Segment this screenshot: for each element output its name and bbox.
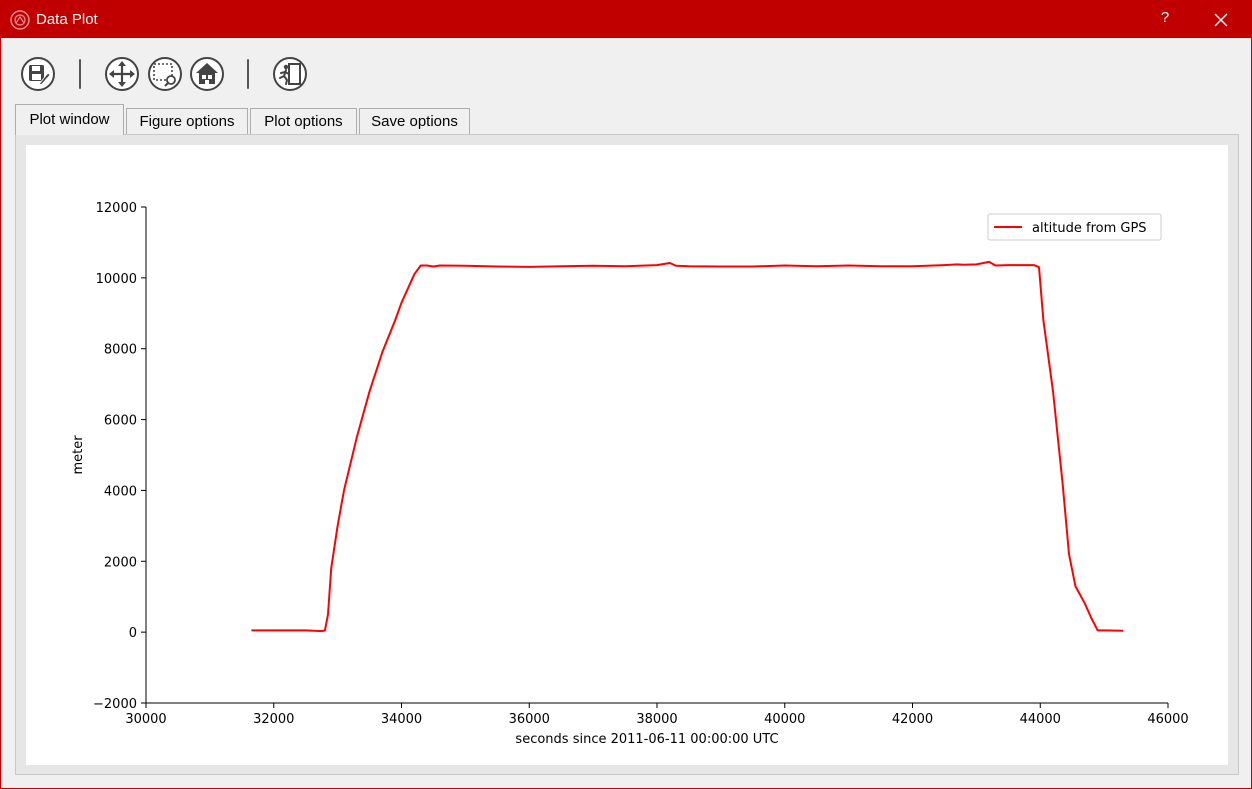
tab-figure-options[interactable]: Figure options [126, 108, 248, 134]
x-tick-label: 38000 [636, 712, 677, 727]
y-axis-label: meter [71, 435, 86, 475]
home-icon [196, 63, 218, 84]
x-tick-label: 46000 [1147, 712, 1188, 727]
tab-plot-options[interactable]: Plot options [250, 108, 357, 134]
move-arrows-icon [109, 61, 135, 87]
y-tick-label: 4000 [104, 484, 137, 499]
floppy-disk-pencil-icon [29, 65, 51, 86]
x-tick-label: 40000 [764, 712, 805, 727]
plot-canvas[interactable]: 30000 32000 34000 36000 38000 40000 42000 44000… [26, 145, 1228, 765]
x-tick-label: 34000 [381, 712, 422, 727]
app-icon [10, 10, 30, 30]
toolbar-separator [79, 59, 81, 89]
help-button[interactable]: ? [1160, 9, 1170, 26]
x-tick-label: 32000 [253, 712, 294, 727]
exit-door-icon [279, 63, 301, 85]
tab-save-options[interactable]: Save options [359, 108, 470, 134]
y-tick-label: 10000 [96, 272, 137, 287]
x-tick-label: 30000 [125, 712, 166, 727]
x-tick-label: 36000 [509, 712, 550, 727]
series-line-altitude [251, 260, 1124, 633]
altitude-chart: 30000 32000 34000 36000 38000 40000 42000 44000… [71, 201, 1189, 747]
x-tick-label: 42000 [892, 712, 933, 727]
y-tick-label: 2000 [104, 555, 137, 570]
y-tick-label: −2000 [93, 697, 137, 712]
x-tick-label: 44000 [1020, 712, 1061, 727]
title-bar[interactable]: Data Plot ? [1, 1, 1251, 38]
save-figure-button[interactable] [20, 56, 56, 92]
legend-box [987, 213, 1162, 241]
exit-button[interactable] [272, 56, 308, 92]
tab-plot-window[interactable]: Plot window [15, 104, 124, 135]
zoom-button[interactable] [147, 56, 183, 92]
home-button[interactable] [189, 56, 225, 92]
y-tick-label: 8000 [104, 343, 137, 358]
y-tick-label: 12000 [96, 201, 137, 216]
pan-button[interactable] [104, 56, 140, 92]
close-icon[interactable] [1211, 10, 1231, 30]
y-tick-label: 6000 [104, 414, 137, 429]
legend-entry: altitude from GPS [1032, 221, 1147, 236]
y-tick-label: 0 [129, 626, 137, 641]
window-title: Data Plot [36, 11, 98, 28]
x-axis-label: seconds since 2011-06-11 00:00:00 UTC [515, 732, 778, 747]
toolbar-separator [247, 59, 249, 89]
zoom-rectangle-icon [153, 63, 176, 87]
